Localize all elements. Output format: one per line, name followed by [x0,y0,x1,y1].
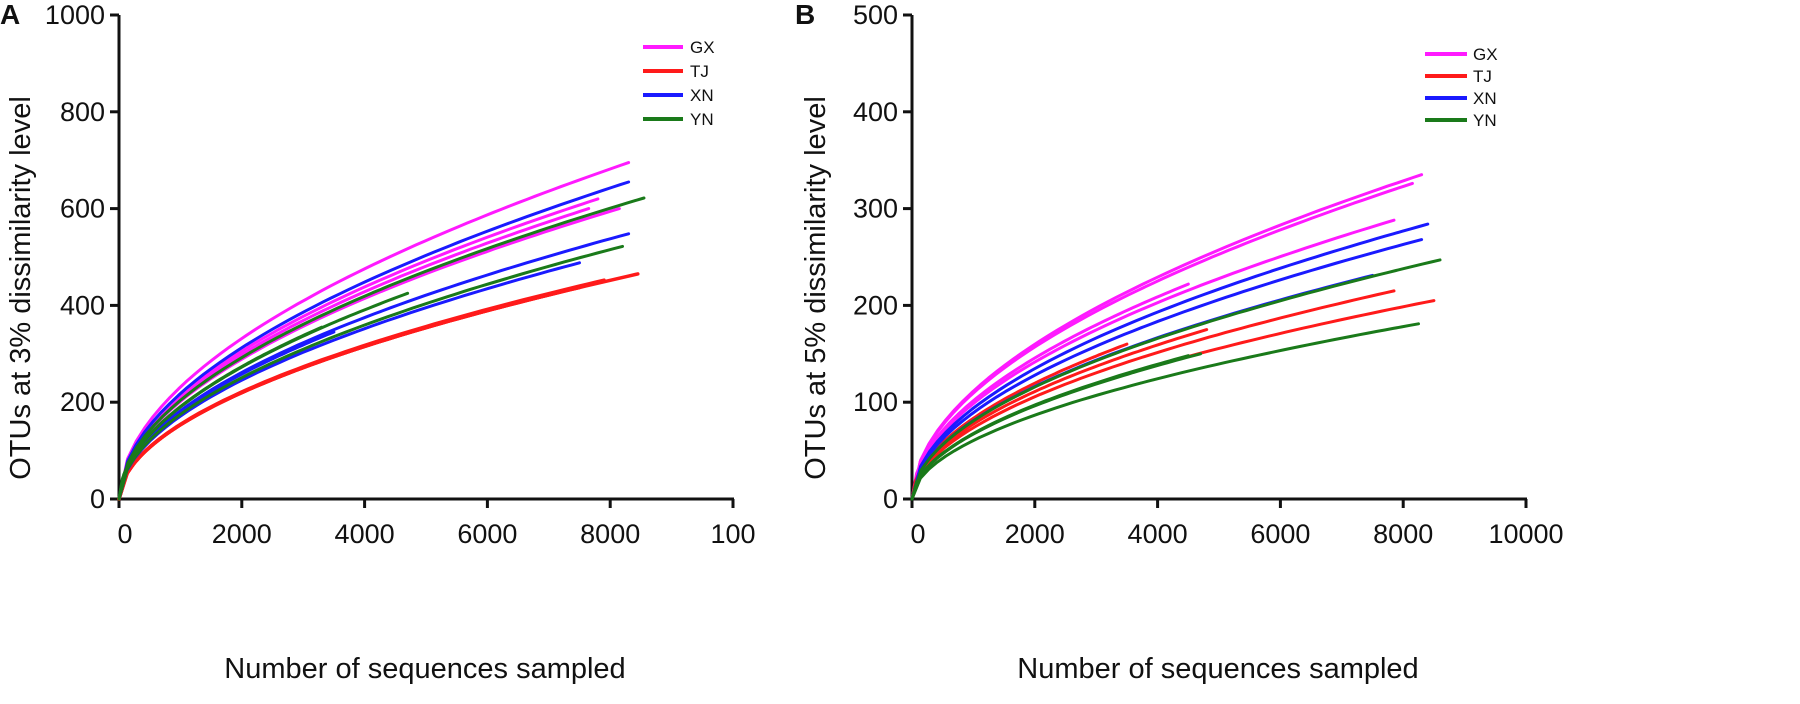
y-tick-label: 600 [60,194,105,224]
x-tick-label: 0 [117,519,132,549]
series-line-gx [910,181,1414,501]
series-line-xn [117,261,581,501]
series-line-gx [117,207,591,501]
panel-letter: B [795,0,815,30]
series-line-yn [910,322,1420,501]
legend-label-gx: GX [690,38,715,57]
panel-a: A 0 200 400 600 800 1000 0 2000 4000 6000 8000 100 Nu… [0,0,756,685]
series-line-yn [910,354,1190,501]
y-axis-title: OTUs at 5% dissimilarity level [800,96,832,480]
series-line-yn [910,258,1442,501]
series-line-tj [910,328,1209,501]
series-line-xn [117,180,631,501]
series-line-yn [117,244,624,501]
series-line-tj [117,295,539,501]
x-axis-title: Number of sequences sampled [224,653,625,685]
legend-label-tj: TJ [1473,67,1492,86]
x-tick-label: 100 [710,519,755,549]
y-tick-label: 100 [853,387,898,417]
series-line-gx [117,207,621,501]
y-tick-label: 500 [853,0,898,30]
x-tick-label: 4000 [1128,519,1188,549]
panel-b: B 0 100 200 300 400 500 0 2000 4000 6000 8000 10000 N… [795,0,1564,685]
y-tick-label: 400 [60,290,105,320]
x-tick-label: 2000 [212,519,272,549]
y-tick-label: 800 [60,97,105,127]
series-line-xn [910,238,1424,501]
y-tick-label: 1000 [45,0,105,30]
legend-label-xn: XN [690,86,714,105]
y-tick-label: 400 [853,97,898,127]
legend-label-yn: YN [1473,111,1497,130]
x-tick-label: 6000 [457,519,517,549]
x-tick-label: 6000 [1250,519,1310,549]
legend-label-xn: XN [1473,89,1497,108]
series-line-gx [910,282,1190,501]
series-line-xn [910,222,1430,501]
y-tick-label: 200 [853,290,898,320]
y-tick-label: 300 [853,194,898,224]
series-line-yn [117,325,324,501]
series-line-tj [910,289,1396,501]
series-line-gx [117,161,631,501]
series-line-gx [117,197,600,501]
series-line-yn [117,196,646,501]
x-tick-label: 8000 [580,519,640,549]
legend-label-gx: GX [1473,45,1498,64]
y-axis-title: OTUs at 3% dissimilarity level [5,96,37,480]
series-line-gx [910,218,1396,501]
x-tick-label: 0 [910,519,925,549]
x-tick-label: 10000 [1488,519,1563,549]
x-tick-label: 8000 [1373,519,1433,549]
x-tick-label: 2000 [1005,519,1065,549]
y-tick-label: 0 [90,484,105,514]
x-tick-label: 4000 [335,519,395,549]
panel-letter: A [0,0,20,30]
legend-label-tj: TJ [690,62,709,81]
series-line-gx [910,173,1424,501]
y-tick-label: 200 [60,387,105,417]
series-line-xn [117,232,631,501]
y-tick-label: 0 [883,484,898,514]
x-axis-title: Number of sequences sampled [1017,653,1418,685]
legend-label-yn: YN [690,110,714,129]
